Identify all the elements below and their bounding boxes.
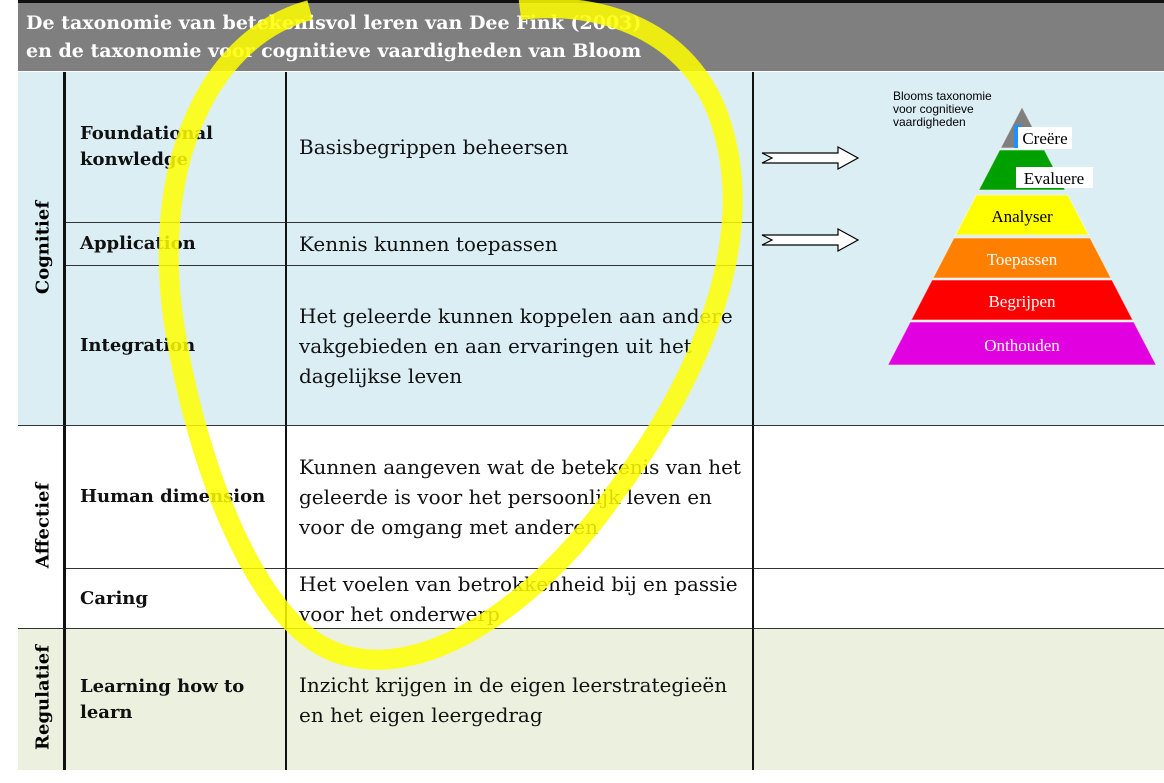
level-cell: Foundational konwledge <box>66 72 287 222</box>
description-cell: Kunnen aangeven wat de betekenis van het… <box>287 425 752 568</box>
level-cell: Integration <box>66 265 287 425</box>
section-cell <box>18 72 66 425</box>
description-cell: Basisbegrippen beheersen <box>287 72 752 222</box>
level-cell: Caring <box>66 568 287 628</box>
description-cell: Het geleerde kunnen koppelen aan andere … <box>287 265 752 425</box>
level-cell: Human dimension <box>66 425 287 568</box>
description-cell: Inzicht krijgen in de eigen leerstrategi… <box>287 628 752 770</box>
section-cell <box>18 628 66 770</box>
pyramid-title: Blooms taxonomie voor cognitieve vaardig… <box>893 89 992 129</box>
header-line: De taxonomie van betekenisvol leren van … <box>26 12 642 34</box>
section-cell <box>18 425 66 628</box>
description-cell: Kennis kunnen toepassen <box>287 222 752 265</box>
section-label: Regulatief <box>32 645 54 750</box>
right-cell <box>752 628 1164 770</box>
section-label: Affectief <box>32 482 54 568</box>
level-cell: Learning how to learn <box>66 628 287 770</box>
right-cell <box>752 568 1164 628</box>
level-cell: Application <box>66 222 287 265</box>
description-cell: Het voelen van betrokkenheid bij en pass… <box>287 568 752 628</box>
header-line: en de taxonomie voor cognitieve vaardigh… <box>26 40 642 62</box>
section-label: Cognitief <box>32 200 54 294</box>
header: De taxonomie van betekenisvol leren van … <box>18 0 1164 71</box>
